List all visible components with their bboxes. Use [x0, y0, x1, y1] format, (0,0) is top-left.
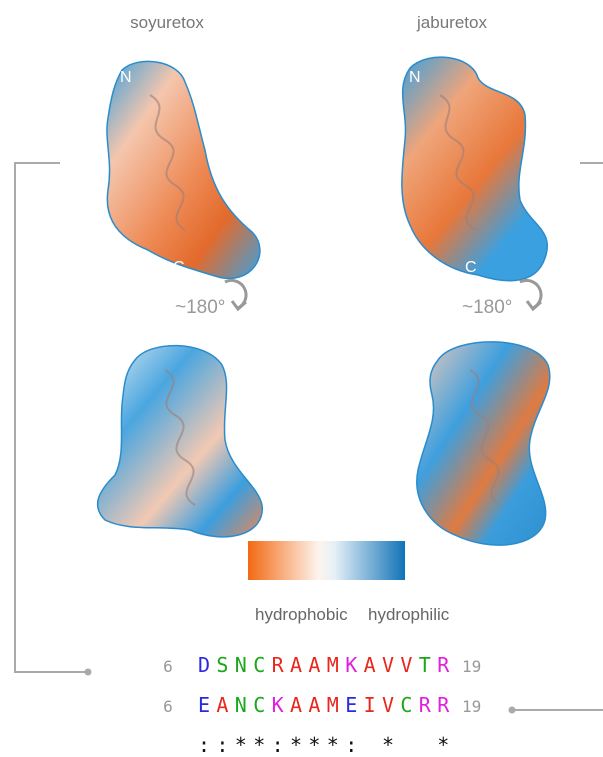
- conservation-mark: *: [437, 733, 449, 757]
- start-number: 6: [163, 657, 173, 676]
- bracket-dot: [85, 669, 92, 676]
- rotation-label: ~180°: [462, 297, 512, 318]
- residue: C: [253, 693, 265, 717]
- conservation-mark: :: [345, 733, 357, 757]
- surface: [402, 57, 547, 281]
- residue: K: [345, 653, 357, 677]
- color-scale: [248, 541, 405, 580]
- residue: T: [419, 653, 431, 677]
- end-number: 19: [462, 657, 481, 676]
- residue: K: [272, 693, 284, 717]
- surface: [107, 61, 260, 278]
- conservation-mark: :: [216, 733, 228, 757]
- start-number: 6: [163, 697, 173, 716]
- n-label: N: [409, 69, 421, 86]
- residue: A: [364, 653, 376, 677]
- residue: S: [216, 653, 228, 677]
- residue: A: [216, 693, 228, 717]
- conservation-mark: *: [308, 733, 320, 757]
- residue: I: [364, 693, 376, 717]
- residue: E: [198, 693, 210, 717]
- residue: M: [327, 693, 339, 717]
- residue: A: [308, 693, 320, 717]
- residue: N: [235, 653, 247, 677]
- scale-high: hydrophilic: [368, 605, 450, 624]
- scale-low: hydrophobic: [255, 605, 348, 624]
- residue: E: [345, 693, 357, 717]
- c-label: C: [173, 259, 185, 276]
- rotation-label: ~180°: [175, 297, 225, 318]
- panel-title: jaburetox: [416, 13, 487, 32]
- figure: soyuretox jaburetox N C N C ~180° ~180° …: [0, 0, 603, 757]
- residue: A: [290, 653, 302, 677]
- conservation-mark: *: [382, 733, 394, 757]
- panel-title: soyuretox: [130, 13, 204, 32]
- residue: R: [272, 653, 285, 677]
- residue: R: [419, 693, 432, 717]
- conservation-mark: :: [198, 733, 210, 757]
- residue: D: [198, 653, 210, 677]
- bracket-dot: [509, 707, 516, 714]
- residue: A: [308, 653, 320, 677]
- residue: R: [437, 693, 450, 717]
- residue: C: [253, 653, 265, 677]
- residue: N: [235, 693, 247, 717]
- conservation-mark: *: [253, 733, 265, 757]
- conservation-mark: *: [235, 733, 247, 757]
- residue: V: [400, 653, 412, 677]
- n-label: N: [120, 69, 132, 86]
- residue: M: [327, 653, 339, 677]
- c-label: C: [465, 259, 477, 276]
- residue: V: [382, 653, 394, 677]
- residue: A: [290, 693, 302, 717]
- conservation-mark: *: [290, 733, 302, 757]
- residue: R: [437, 653, 450, 677]
- residue: C: [400, 693, 412, 717]
- residue: V: [382, 693, 394, 717]
- end-number: 19: [462, 697, 481, 716]
- conservation-mark: *: [327, 733, 339, 757]
- conservation-mark: :: [272, 733, 284, 757]
- surface: [98, 346, 263, 537]
